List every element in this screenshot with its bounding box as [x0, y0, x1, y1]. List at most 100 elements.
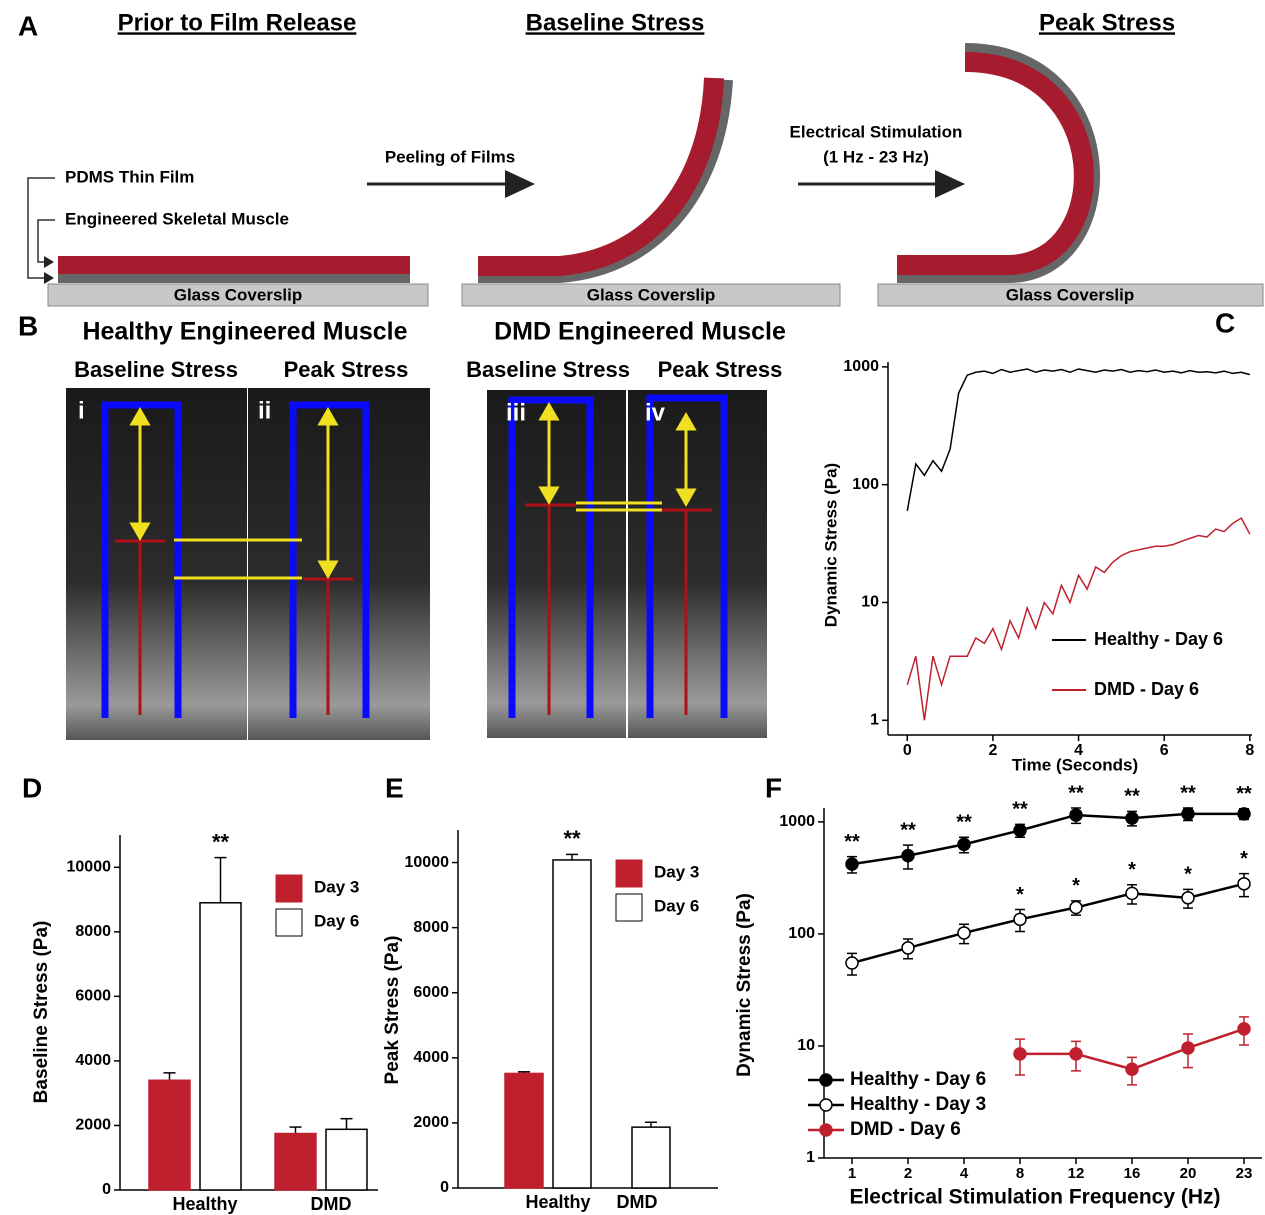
image-label: iv	[645, 399, 666, 426]
legend-swatch	[275, 908, 303, 937]
marker	[901, 941, 915, 955]
x-tick-label: 2	[988, 742, 997, 759]
legend-marker	[819, 1123, 833, 1137]
significance: **	[1236, 783, 1252, 805]
marker	[1013, 1047, 1027, 1061]
legend-label: Healthy - Day 6	[1094, 629, 1223, 649]
marker	[845, 857, 859, 871]
significance: *	[1128, 859, 1136, 881]
significance: **	[956, 811, 972, 833]
condition: Baseline Stress	[74, 357, 238, 382]
significance: **	[1012, 799, 1028, 821]
image-label: iii	[506, 399, 526, 426]
marker	[1181, 1041, 1195, 1055]
condition: Peak Stress	[284, 357, 409, 382]
step-label: Electrical Stimulation	[790, 122, 963, 141]
y-tick-label: 4000	[413, 1049, 449, 1066]
stage-title: Peak Stress	[1039, 9, 1175, 36]
significance: **	[1068, 782, 1084, 804]
x-axis-label: Time (Seconds)	[1012, 755, 1138, 774]
films	[58, 43, 1100, 283]
x-tick-label: Healthy	[172, 1194, 237, 1214]
x-axis-label: Electrical Stimulation Frequency (Hz)	[849, 1186, 1220, 1209]
y-tick-label: 10000	[67, 858, 112, 875]
coverslip-label: Glass Coverslip	[587, 285, 716, 304]
marker	[901, 848, 915, 863]
significance: **	[844, 831, 860, 853]
y-tick-label: 1	[870, 712, 879, 729]
series-line	[851, 882, 1245, 965]
significance: *	[1016, 884, 1024, 906]
legend-swatch	[615, 893, 643, 922]
x-tick-label: 23	[1236, 1165, 1253, 1182]
stage-title: Baseline Stress	[526, 9, 705, 36]
significance: **	[900, 819, 916, 841]
significance: *	[1072, 875, 1080, 897]
y-tick-label: 100	[788, 925, 815, 942]
marker	[845, 956, 859, 970]
x-tick-label: Healthy	[525, 1192, 590, 1212]
x-tick-label: 16	[1124, 1165, 1141, 1182]
marker	[1069, 808, 1083, 822]
y-axis-label: Baseline Stress (Pa)	[31, 921, 52, 1104]
coverslips	[47, 283, 1264, 307]
legend-label: DMD - Day 6	[850, 1119, 961, 1140]
bar	[552, 859, 592, 1189]
significance: **	[1124, 786, 1140, 808]
micrographs	[66, 388, 767, 740]
panel-label: E	[385, 772, 404, 803]
panel-label: C	[1215, 307, 1235, 338]
y-tick-label: 100	[852, 476, 879, 493]
group-title: DMD Engineered Muscle	[494, 318, 786, 346]
bar	[504, 1072, 544, 1189]
legend-marker	[819, 1073, 833, 1087]
condition: Baseline Stress	[466, 357, 630, 382]
image-label: i	[78, 397, 85, 424]
legend-label: Healthy - Day 6	[850, 1069, 986, 1090]
marker	[1237, 807, 1251, 821]
stage-title: Prior to Film Release	[118, 9, 357, 36]
y-tick-label: 2000	[413, 1114, 449, 1131]
y-tick-label: 10	[797, 1037, 815, 1054]
connectors	[27, 177, 55, 279]
marker	[1181, 891, 1195, 905]
condition: Peak Stress	[658, 357, 783, 382]
legend-swatch	[615, 859, 643, 888]
legend-label: Day 6	[314, 911, 359, 930]
legend-label: Day 3	[654, 862, 699, 881]
x-tick-label: 4	[960, 1165, 969, 1182]
y-axis-label: Peak Stress (Pa)	[382, 936, 403, 1085]
x-tick-label: 6	[1160, 742, 1169, 759]
y-tick-label: 8000	[75, 923, 111, 940]
x-tick-label: DMD	[311, 1194, 352, 1214]
bar	[199, 902, 242, 1191]
marker	[957, 926, 971, 940]
panel-label: A	[18, 10, 38, 41]
significance: *	[1240, 848, 1248, 870]
x-tick-label: 8	[1016, 1165, 1024, 1182]
legend-label: Healthy - Day 3	[850, 1094, 986, 1115]
layer-label: Engineered Skeletal Muscle	[65, 209, 289, 228]
marker	[1125, 811, 1139, 825]
layer-label: PDMS Thin Film	[65, 167, 194, 186]
y-tick-label: 1	[806, 1149, 815, 1166]
group-title: Healthy Engineered Muscle	[82, 318, 407, 346]
marker	[1237, 877, 1251, 891]
marker	[1069, 900, 1083, 915]
legend-marker	[819, 1098, 833, 1112]
series-line	[906, 517, 1251, 721]
significance: **	[1180, 782, 1196, 804]
x-tick-label: 12	[1068, 1165, 1085, 1182]
marker	[1013, 823, 1027, 838]
marker	[1125, 1062, 1139, 1076]
x-tick-label: 1	[848, 1165, 856, 1182]
legend-label: Day 3	[314, 877, 359, 896]
x-tick-label: 20	[1180, 1165, 1197, 1182]
x-tick-label: DMD	[617, 1192, 658, 1212]
y-tick-label: 0	[440, 1179, 449, 1196]
legend-label: Day 6	[654, 896, 699, 915]
x-tick-label: 4	[1074, 742, 1083, 759]
series-line	[851, 812, 1244, 866]
marker	[1069, 1047, 1083, 1061]
